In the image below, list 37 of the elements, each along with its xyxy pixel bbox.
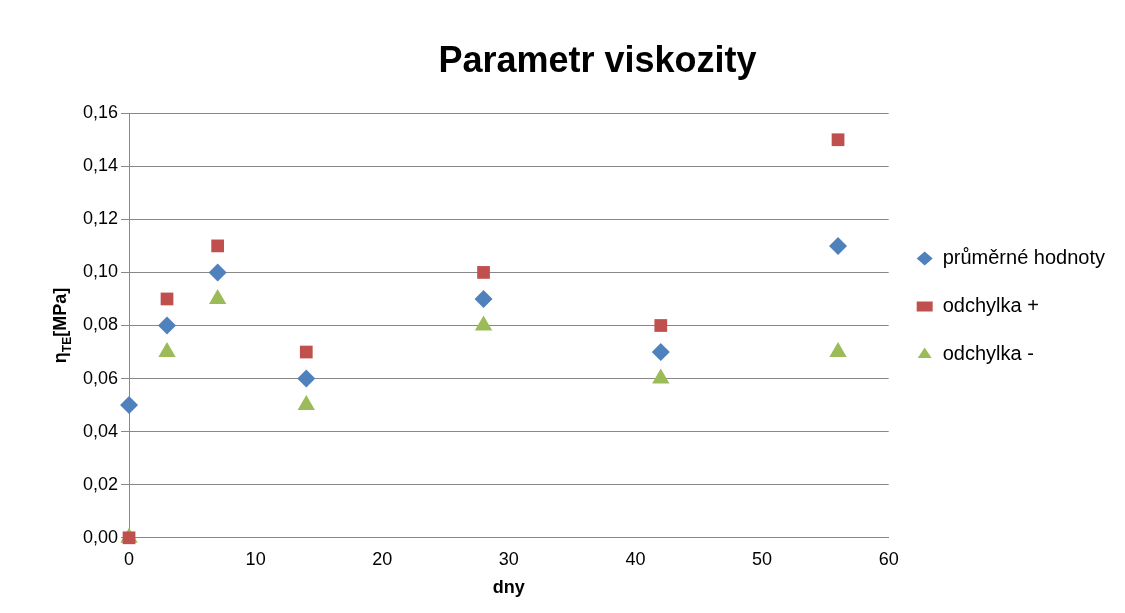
x-tick-label: 10 bbox=[245, 548, 266, 569]
point bbox=[477, 266, 490, 279]
point bbox=[829, 236, 848, 255]
point bbox=[829, 342, 847, 358]
point bbox=[120, 396, 139, 415]
y-tick-label: 0,16 bbox=[82, 102, 119, 123]
x-tick-label: 60 bbox=[878, 548, 899, 569]
point bbox=[208, 263, 227, 282]
x-tick-label: 20 bbox=[372, 548, 393, 569]
point bbox=[297, 395, 315, 411]
legend-label: průměrné hodnoty bbox=[942, 246, 1105, 269]
x-tick-label: 50 bbox=[752, 548, 773, 569]
point bbox=[211, 239, 225, 253]
y-tick-label: 0,04 bbox=[82, 420, 119, 441]
y-tick-label: 0,00 bbox=[82, 526, 119, 547]
legend-label: odchylka - bbox=[942, 342, 1034, 365]
x-tick-label: 0 bbox=[124, 548, 135, 569]
x-tick-label: 30 bbox=[498, 548, 519, 569]
y-tick-label: 0,14 bbox=[82, 155, 119, 176]
legend-label: odchylka + bbox=[942, 294, 1039, 317]
y-tick-label: 0,08 bbox=[82, 314, 119, 335]
point bbox=[297, 369, 316, 388]
point bbox=[651, 343, 670, 362]
y-tick-label: 0,10 bbox=[82, 261, 119, 282]
y-tick-label: 0,06 bbox=[82, 367, 119, 388]
y-tick-label: 0,02 bbox=[82, 473, 119, 494]
y-axis-title: ηTE[MPa] bbox=[50, 287, 74, 364]
point bbox=[299, 345, 313, 359]
point bbox=[474, 289, 493, 308]
x-tick-label: 40 bbox=[625, 548, 646, 569]
x-axis-title: dny bbox=[492, 577, 525, 598]
chart-title: Parametr viskozity bbox=[438, 38, 757, 80]
point bbox=[654, 319, 668, 332]
point bbox=[158, 316, 177, 335]
point bbox=[158, 342, 176, 358]
point bbox=[831, 133, 845, 147]
y-tick-label: 0,12 bbox=[82, 208, 119, 229]
